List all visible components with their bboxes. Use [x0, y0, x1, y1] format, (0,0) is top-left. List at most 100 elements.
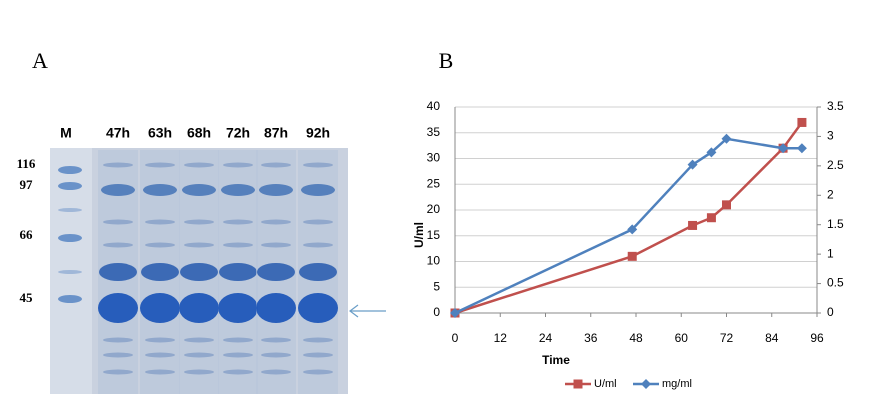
marker-band: [58, 270, 82, 274]
x-tick-label: 72: [720, 331, 734, 345]
marker-label: 45: [20, 290, 34, 305]
y-tick-label: 0: [433, 305, 440, 319]
x-tick-label: 96: [810, 331, 824, 345]
lane-label: M: [60, 125, 72, 141]
faint-band: [103, 352, 133, 358]
faint-band: [103, 369, 133, 375]
faint-band: [223, 337, 253, 343]
arrow-head: [349, 304, 359, 318]
faint-band: [184, 162, 214, 168]
marker-band: [58, 208, 82, 212]
y2-tick-label: 2: [827, 187, 834, 201]
point: [450, 308, 460, 318]
faint-band: [103, 162, 133, 168]
y2-tick-label: 1.5: [827, 217, 844, 231]
band: [221, 184, 255, 196]
legend-marker: [573, 379, 583, 389]
band: [101, 184, 135, 196]
band: [180, 263, 218, 281]
band: [140, 293, 180, 323]
y-tick-label: 30: [427, 151, 441, 165]
x-axis-label: Time: [542, 353, 570, 367]
y-tick-label: 5: [433, 279, 440, 293]
y2-tick-label: 1: [827, 246, 834, 260]
faint-band: [184, 219, 214, 225]
faint-band: [261, 369, 291, 375]
faint-band: [145, 219, 175, 225]
faint-band: [303, 242, 333, 248]
x-tick-label: 12: [494, 331, 508, 345]
y-axis-label: U/ml: [412, 222, 426, 248]
panel-label: A: [32, 48, 48, 73]
lane-label: 63h: [148, 125, 172, 141]
legend-marker: [641, 379, 651, 389]
series-line: [454, 121, 803, 315]
faint-band: [184, 337, 214, 343]
faint-band: [145, 352, 175, 358]
point: [796, 143, 807, 154]
band: [99, 263, 137, 281]
faint-band: [223, 352, 253, 358]
faint-band: [145, 162, 175, 168]
marker-band: [58, 295, 82, 303]
marker-label: 66: [20, 227, 34, 242]
band: [141, 263, 179, 281]
band: [299, 263, 337, 281]
y-tick-label: 40: [427, 99, 441, 113]
point: [688, 220, 698, 230]
faint-band: [261, 219, 291, 225]
faint-band: [184, 369, 214, 375]
point: [797, 117, 807, 127]
x-tick-label: 84: [765, 331, 779, 345]
faint-band: [303, 162, 333, 168]
faint-band: [145, 369, 175, 375]
gel-image: [50, 148, 348, 394]
x-tick-label: 60: [675, 331, 689, 345]
y2-tick-label: 2.5: [827, 158, 844, 172]
legend-label: U/ml: [594, 378, 617, 390]
legend-label: mg/ml: [662, 378, 692, 390]
faint-band: [261, 162, 291, 168]
faint-band: [103, 242, 133, 248]
marker-label: 97: [20, 177, 34, 192]
x-tick-label: 0: [452, 331, 459, 345]
lane-label: 92h: [306, 125, 330, 141]
lane-label: 72h: [226, 125, 250, 141]
x-tick-label: 36: [584, 331, 598, 345]
faint-band: [303, 369, 333, 375]
marker-label: 116: [17, 156, 36, 171]
faint-band: [261, 352, 291, 358]
band: [256, 293, 296, 323]
band: [219, 263, 257, 281]
band: [218, 293, 258, 323]
faint-band: [103, 219, 133, 225]
y-tick-label: 10: [427, 254, 441, 268]
x-tick-label: 24: [539, 331, 553, 345]
marker-band: [58, 166, 82, 174]
lane-label: 47h: [106, 125, 130, 141]
faint-band: [103, 337, 133, 343]
faint-band: [303, 337, 333, 343]
faint-band: [303, 219, 333, 225]
point: [721, 133, 732, 144]
faint-band: [223, 162, 253, 168]
faint-band: [303, 352, 333, 358]
band: [301, 184, 335, 196]
band: [98, 293, 138, 323]
band: [143, 184, 177, 196]
point: [627, 251, 637, 261]
panel-label: B: [439, 48, 454, 73]
lane-label: 87h: [264, 125, 288, 141]
faint-band: [223, 219, 253, 225]
point: [722, 200, 731, 210]
point: [706, 147, 717, 158]
y-tick-label: 35: [427, 125, 441, 139]
y-tick-label: 15: [427, 228, 441, 242]
band: [182, 184, 216, 196]
faint-band: [261, 337, 291, 343]
y2-tick-label: 0: [827, 305, 834, 319]
band: [298, 293, 338, 323]
y2-tick-label: 3: [827, 129, 834, 143]
faint-band: [145, 337, 175, 343]
